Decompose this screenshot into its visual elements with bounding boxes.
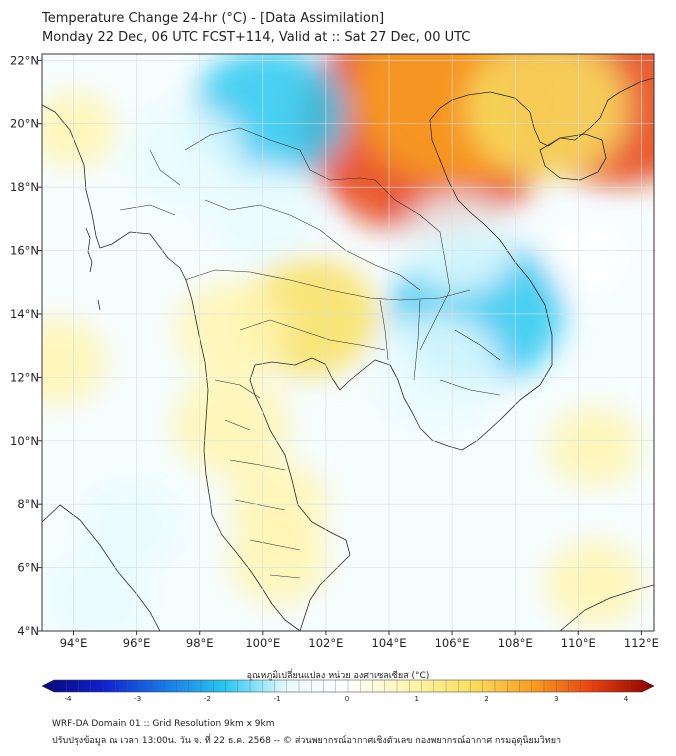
- latitude-axis: 22°N 20°N 18°N 16°N 14°N 12°N 10°N 8°N 6°N 4°N: [10, 53, 42, 638]
- lat-tick-label: 18°N: [10, 180, 39, 194]
- colorbar-segments: [66, 680, 630, 692]
- colorbar-ticks: -4 -3 -2 -1 0 1 2 3 4: [65, 695, 629, 703]
- field-blob-11: [175, 281, 288, 379]
- field-blob-18: [42, 91, 118, 169]
- tonkin-coast: [489, 77, 654, 147]
- field-blob-8: [371, 314, 502, 428]
- lon-tick-label: 112°E: [624, 636, 659, 650]
- colorbar-tick-label: 2: [484, 695, 488, 703]
- lat-tick-label: 12°N: [10, 370, 39, 384]
- field-blob-14: [228, 517, 329, 605]
- lat-tick-label: 14°N: [10, 307, 39, 321]
- map-frame: [41, 53, 655, 632]
- lat-tick-label: 8°N: [17, 497, 39, 511]
- andaman-islands: [85, 227, 101, 311]
- colorbar-tick-label: -2: [204, 695, 211, 703]
- field-blob-19: [546, 406, 642, 489]
- admin-boundaries: [119, 127, 501, 579]
- lon-tick-label: 98°E: [186, 636, 214, 650]
- graticule: [42, 54, 654, 631]
- colorbar-tick-label: -1: [274, 695, 281, 703]
- lon-tick-label: 110°E: [561, 636, 596, 650]
- lat-tick-label: 22°N: [10, 53, 39, 67]
- colorbar: -4 -3 -2 -1 0 1 2 3 4: [41, 679, 655, 703]
- lat-tick-label: 20°N: [10, 117, 39, 131]
- field-blob-16: [45, 553, 152, 631]
- map-title: Temperature Change 24-hr (°C) - [Data As…: [42, 11, 385, 26]
- field-blob-21: [546, 221, 629, 293]
- colorbar-label: อุณหภูมิเปลี่ยนแปลง หน่วย องศาเซลเซียส (…: [246, 671, 430, 681]
- myanmar-west-coast: [42, 104, 213, 516]
- colorbar-tick-label: 4: [624, 695, 629, 703]
- colorbar-tick-label: -3: [134, 695, 141, 703]
- colorbar-tick-label: 3: [554, 695, 558, 703]
- field-blob-15: [80, 482, 181, 570]
- footer-model-info: WRF-DA Domain 01 :: Grid Resolution 9km …: [52, 719, 275, 729]
- lon-tick-label: 104°E: [372, 636, 407, 650]
- longitude-axis: 94°E 96°E 98°E 100°E 102°E 104°E 106°E 108°E 110…: [60, 631, 659, 650]
- lat-tick-label: 10°N: [10, 434, 39, 448]
- sumatra-coast: [42, 504, 161, 631]
- gulf-of-thailand-coast: [249, 91, 553, 631]
- lon-tick-label: 106°E: [435, 636, 470, 650]
- colorbar-tick-label: -4: [65, 695, 73, 703]
- field-blob-9: [402, 195, 515, 294]
- colorbar-tick-label: 0: [345, 695, 349, 703]
- map-subtitle: Monday 22 Dec, 06 UTC FCST+114, Valid at…: [42, 30, 471, 45]
- field-blob-20: [543, 539, 645, 628]
- lat-tick-label: 4°N: [17, 624, 39, 638]
- lat-tick-label: 16°N: [10, 244, 39, 258]
- footer-update-info: ปรับปรุงข้อมูล ณ เวลา 13:00น. วัน จ. ที่…: [52, 736, 562, 746]
- lon-tick-label: 94°E: [60, 636, 88, 650]
- lon-tick-label: 102°E: [308, 636, 343, 650]
- coastlines-borders: [42, 77, 654, 631]
- colorbar-tick-label: 1: [415, 695, 419, 703]
- malay-west-coast: [211, 514, 301, 631]
- field-blob-17: [42, 317, 108, 406]
- field-blob-12: [172, 373, 291, 477]
- map-area[interactable]: [8, 0, 676, 645]
- lon-tick-label: 100°E: [245, 636, 280, 650]
- lon-tick-label: 96°E: [123, 636, 151, 650]
- temperature-field: [42, 54, 654, 631]
- field-blob-5: [124, 104, 244, 207]
- hainan-island: [539, 133, 607, 181]
- lat-tick-label: 6°N: [17, 561, 39, 575]
- field-blob-3: [466, 54, 627, 178]
- lon-tick-label: 108°E: [498, 636, 533, 650]
